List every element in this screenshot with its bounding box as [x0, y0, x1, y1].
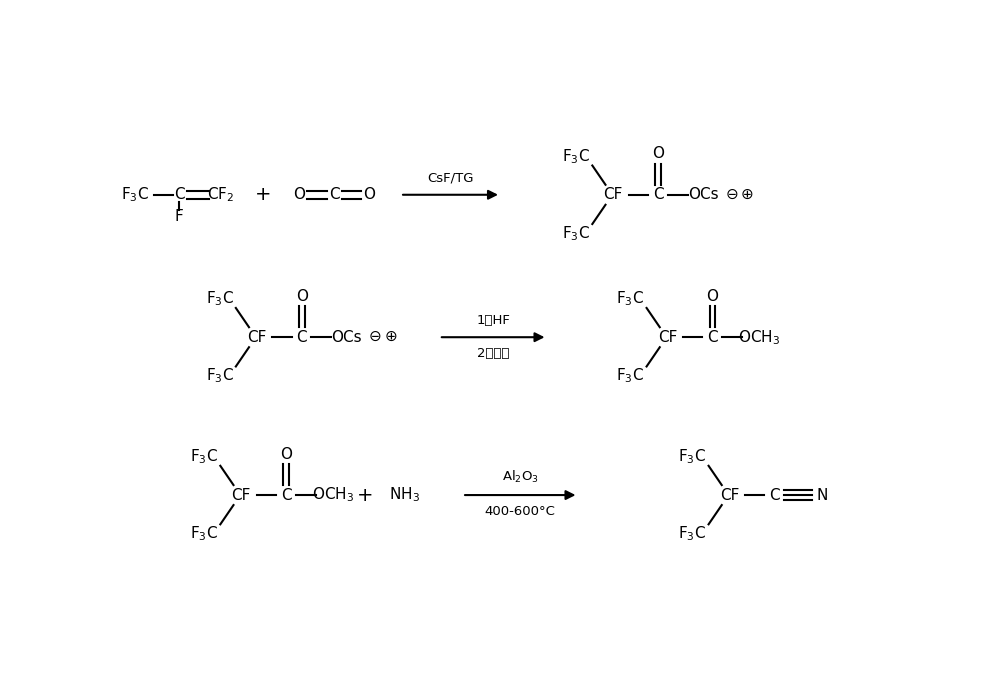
Text: O: O	[652, 147, 664, 161]
Text: O: O	[280, 447, 292, 462]
Text: +: +	[255, 185, 271, 204]
Text: C: C	[769, 488, 780, 503]
Text: +: +	[357, 486, 374, 505]
Text: C: C	[707, 330, 718, 345]
Text: 1，HF: 1，HF	[476, 314, 510, 327]
Text: CF: CF	[720, 488, 739, 503]
Text: CF: CF	[247, 330, 266, 345]
Text: C: C	[281, 488, 292, 503]
Text: N: N	[817, 488, 828, 503]
Text: $\mathregular{NH_3}$: $\mathregular{NH_3}$	[389, 486, 419, 505]
Text: C: C	[174, 187, 185, 202]
Text: $\mathregular{F_3C}$: $\mathregular{F_3C}$	[190, 447, 218, 466]
Text: O: O	[363, 187, 375, 202]
Text: $\mathregular{CF_2}$: $\mathregular{CF_2}$	[207, 185, 234, 204]
Text: ⊕: ⊕	[384, 329, 397, 344]
Text: C: C	[329, 187, 340, 202]
Text: C: C	[653, 187, 664, 202]
Text: $\mathregular{OCH_3}$: $\mathregular{OCH_3}$	[738, 328, 780, 347]
Text: 400-600°C: 400-600°C	[485, 505, 556, 518]
Text: CF: CF	[232, 488, 251, 503]
Text: OCs: OCs	[331, 330, 362, 345]
Text: 2，甲醇: 2，甲醇	[477, 347, 509, 360]
Text: $\mathregular{F_3C}$: $\mathregular{F_3C}$	[562, 224, 590, 243]
Text: $\mathregular{F_3C}$: $\mathregular{F_3C}$	[616, 366, 644, 385]
Text: CsF/TG: CsF/TG	[427, 172, 474, 185]
Text: $\mathregular{F_3C}$: $\mathregular{F_3C}$	[190, 524, 218, 543]
Text: O: O	[293, 187, 305, 202]
Text: C: C	[296, 330, 307, 345]
Text: ⊖: ⊖	[725, 187, 738, 201]
Text: O: O	[296, 289, 308, 304]
Text: $\mathregular{F_3C}$: $\mathregular{F_3C}$	[678, 447, 706, 466]
Text: $\mathregular{F_3C}$: $\mathregular{F_3C}$	[206, 366, 234, 385]
Text: $\mathregular{F_3C}$: $\mathregular{F_3C}$	[562, 147, 590, 166]
Text: OCs: OCs	[688, 187, 718, 202]
Text: F: F	[175, 209, 184, 224]
Text: $\mathregular{F_3C}$: $\mathregular{F_3C}$	[678, 524, 706, 543]
Text: CF: CF	[604, 187, 623, 202]
Text: CF: CF	[658, 330, 677, 345]
Text: $\mathregular{Al_2O_3}$: $\mathregular{Al_2O_3}$	[502, 469, 539, 485]
Text: $\mathregular{F_3C}$: $\mathregular{F_3C}$	[206, 289, 234, 308]
Text: $\mathregular{F_3C}$: $\mathregular{F_3C}$	[121, 185, 149, 204]
Text: ⊖: ⊖	[369, 329, 382, 344]
Text: $\mathregular{OCH_3}$: $\mathregular{OCH_3}$	[312, 486, 354, 505]
Text: ⊕: ⊕	[741, 187, 754, 201]
Text: O: O	[706, 289, 718, 304]
Text: $\mathregular{F_3C}$: $\mathregular{F_3C}$	[616, 289, 644, 308]
